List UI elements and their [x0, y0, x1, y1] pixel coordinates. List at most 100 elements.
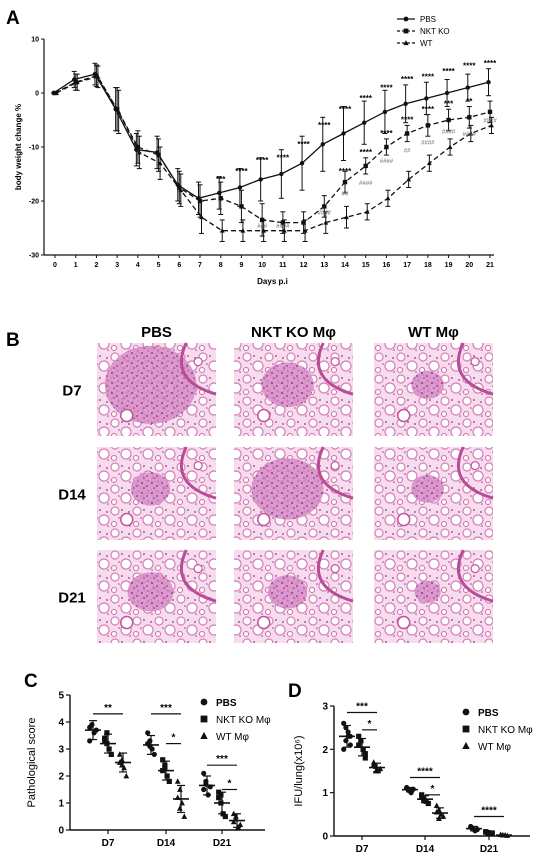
alveolus	[397, 615, 411, 630]
legend-marker	[462, 725, 470, 733]
histology-image	[97, 446, 217, 540]
data-point	[95, 74, 101, 79]
x-tick-label: 9	[239, 262, 243, 269]
airway-wall	[180, 549, 217, 603]
x-tick-label: 8	[219, 262, 223, 269]
x-tick-label: 21	[486, 262, 494, 269]
x-tick-label: 6	[177, 262, 181, 269]
x-tick-label: 19	[445, 262, 453, 269]
data-point	[135, 144, 141, 150]
y-axis-label: Pathological score	[26, 718, 38, 808]
legend: PBS NKT KO Mφ WT Mφ	[200, 698, 271, 743]
histology-image	[374, 342, 494, 436]
category-label: D7	[102, 838, 115, 849]
panel-letter-c: C	[24, 671, 38, 692]
data-point	[444, 90, 450, 96]
data-point	[426, 160, 432, 166]
infiltrate-region	[251, 458, 324, 520]
category-label: D14	[157, 838, 176, 849]
histology-image	[234, 549, 354, 643]
significance-hash: ####	[380, 159, 394, 165]
histology-image	[374, 446, 494, 540]
data-point	[74, 79, 80, 85]
legend-label: WT	[420, 39, 433, 48]
data-point	[116, 751, 123, 757]
data-point	[424, 96, 429, 101]
data-point	[362, 120, 367, 125]
significance-label: *	[368, 719, 372, 730]
alveolus	[257, 408, 271, 423]
data-point	[261, 228, 267, 233]
significance-hash: ####	[483, 119, 497, 125]
data-point	[164, 773, 170, 779]
series-line	[54, 74, 491, 224]
significance-star: ****	[463, 62, 476, 71]
legend-label: WT Mφ	[216, 732, 249, 743]
data-point	[489, 830, 495, 836]
infiltrate-region	[411, 370, 444, 399]
data-point	[166, 778, 172, 784]
airway-wall	[457, 549, 494, 603]
data-point	[406, 176, 412, 182]
x-axis-label: Days p.i	[257, 277, 288, 286]
histology-column-title: PBS	[141, 324, 172, 341]
alveolus	[470, 461, 480, 471]
data-point	[177, 786, 183, 792]
significance-label: ****	[417, 767, 433, 778]
significance-hash: ####	[442, 130, 456, 136]
data-point	[106, 746, 112, 752]
significance-star: ***	[444, 100, 454, 109]
series-line	[53, 73, 489, 200]
alveolus	[120, 615, 134, 630]
x-tick-label: 10	[258, 262, 266, 269]
data-point	[425, 123, 431, 128]
airway-wall	[180, 446, 217, 500]
airway-wall	[317, 549, 354, 603]
airway-wall	[317, 342, 354, 396]
data-point	[347, 742, 353, 748]
data-point	[199, 214, 204, 220]
data-point	[299, 161, 305, 166]
data-point	[364, 209, 370, 214]
y-tick-label: 3	[58, 745, 64, 756]
data-point	[421, 797, 427, 804]
significance-label: *	[228, 779, 232, 790]
significance-star: ****	[277, 154, 290, 163]
y-tick-label: 4	[58, 718, 64, 729]
significance-star: ****	[359, 148, 372, 157]
series-line	[56, 76, 492, 232]
weight-chart: 100-10-20-300 1 2 3 4 5 6 7 8 9 10 11 12 13 14 15 16 17 18…	[14, 15, 497, 286]
series-wt	[54, 65, 494, 242]
data-point	[174, 778, 181, 784]
alveolus	[193, 357, 203, 367]
legend-label: NKT KO	[420, 27, 450, 36]
data-point	[487, 109, 493, 115]
significance-star: ****	[380, 129, 393, 138]
x-tick-label: 2	[94, 262, 98, 269]
x-tick-label: 11	[279, 262, 287, 269]
data-point	[301, 220, 306, 225]
category-label: D14	[416, 844, 435, 855]
y-axis-label: IFU/lung(x10⁶)	[293, 735, 305, 806]
x-tick-label: 14	[341, 262, 349, 269]
y-tick-label: 10	[31, 37, 39, 44]
data-point	[467, 115, 472, 120]
alveolus	[470, 357, 480, 367]
y-tick-label: 5	[58, 691, 64, 702]
data-point	[486, 80, 491, 85]
data-point	[403, 101, 408, 107]
category-label: D21	[480, 844, 499, 855]
data-point	[440, 813, 447, 819]
airway-wall	[457, 446, 494, 500]
y-tick-label: 0	[58, 826, 64, 837]
data-point	[404, 131, 410, 136]
legend-marker	[462, 708, 470, 716]
airway-wall	[317, 446, 354, 500]
alveolus	[120, 408, 134, 423]
panel-letter-b: B	[6, 330, 20, 351]
data-point	[216, 795, 222, 801]
infiltrate-region	[414, 580, 441, 604]
data-point	[280, 220, 286, 225]
